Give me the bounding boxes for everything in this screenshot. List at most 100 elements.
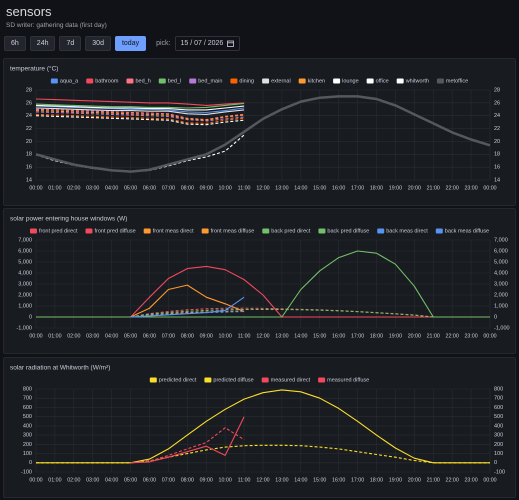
calendar-icon[interactable] (227, 40, 235, 47)
y2-tick-label: 28 (494, 87, 500, 93)
x-tick-label: 18:00 (370, 477, 383, 483)
x-tick-label: 01:00 (48, 185, 61, 191)
y2-tick-label: -100 (494, 469, 505, 475)
x-tick-label: 00:00 (483, 185, 496, 191)
y2-tick-label: 700 (494, 396, 503, 402)
y2-tick-label: 300 (494, 433, 503, 439)
legend-swatch (230, 78, 238, 84)
y2-tick-label: 3,000 (494, 281, 508, 287)
chart: temperature (°C) 14 14 16 16 18 18 20 20 22 22 24 24… (10, 65, 500, 192)
legend-label: external (271, 78, 291, 84)
y2-tick-label: 16 (494, 165, 500, 171)
x-tick-label: 13:00 (275, 477, 288, 483)
x-tick-label: 14:00 (294, 185, 307, 191)
x-tick-label: 07:00 (162, 477, 175, 483)
x-tick-label: 00:00 (483, 477, 496, 483)
legend-label: bed_h (135, 78, 150, 84)
x-tick-label: 06:00 (143, 333, 156, 339)
legend-label: front pred direct (39, 228, 78, 234)
legend-swatch (261, 377, 269, 383)
legend-swatch (126, 78, 134, 84)
y2-tick-label: 100 (494, 451, 503, 457)
x-tick-label: 03:00 (86, 477, 99, 483)
legend-swatch (435, 228, 443, 234)
legend-swatch (158, 78, 166, 84)
y2-tick-label: 0 (494, 460, 497, 466)
series-line (35, 95, 491, 173)
x-tick-label: 20:00 (408, 333, 421, 339)
chart-panel: solar power entering house windows (W) -1… (3, 208, 516, 354)
x-tick-label: 13:00 (275, 333, 288, 339)
x-tick-label: 09:00 (200, 185, 213, 191)
y2-tick-label: 5,000 (494, 259, 508, 265)
y2-tick-label: 500 (494, 414, 503, 420)
chart-panel: temperature (°C) 14 14 16 16 18 18 20 20 22 22 24 24… (3, 58, 516, 206)
x-tick-label: 06:00 (143, 185, 156, 191)
legend-swatch (396, 78, 404, 84)
chart: solar power entering house windows (W) -1… (10, 216, 510, 340)
x-tick-label: 05:00 (124, 185, 137, 191)
range-button[interactable]: 24h (29, 36, 56, 51)
controls: 6h 24h 7d 30d today pick: 15 / 07 / 2026 (4, 36, 241, 51)
y2-tick-label: 26 (494, 100, 500, 106)
x-tick-label: 19:00 (389, 333, 402, 339)
x-tick-label: 12:00 (256, 477, 269, 483)
legend-label: back meas diffuse (445, 228, 489, 234)
legend: predicted direct predicted diffuse measure… (149, 377, 369, 383)
range-button[interactable]: 6h (4, 36, 26, 51)
x-tick-label: 19:00 (389, 477, 402, 483)
y-tick-label: 400 (23, 423, 32, 429)
y-tick-label: 7,000 (18, 237, 32, 243)
legend-label: front pred diffuse (95, 228, 136, 234)
x-tick-label: 11:00 (238, 185, 251, 191)
y2-tick-label: 7,000 (494, 237, 508, 243)
range-button[interactable]: 30d (85, 36, 111, 51)
legend-swatch (377, 228, 385, 234)
x-tick-label: 05:00 (124, 477, 137, 483)
x-tick-label: 21:00 (427, 477, 440, 483)
x-tick-label: 23:00 (464, 333, 477, 339)
legend-swatch (149, 377, 157, 383)
y-tick-label: 200 (23, 442, 32, 448)
x-tick-label: 02:00 (67, 477, 80, 483)
y-tick-label: 300 (23, 433, 32, 439)
y2-tick-label: 2,000 (494, 292, 508, 298)
x-tick-label: 16:00 (332, 185, 345, 191)
y-tick-label: 6,000 (18, 248, 32, 254)
y2-tick-label: 20 (494, 139, 500, 145)
legend-swatch (262, 228, 270, 234)
x-tick-label: 02:00 (67, 185, 80, 191)
legend-swatch (29, 228, 37, 234)
legend-label: bed_l (168, 78, 181, 84)
series-line (35, 105, 245, 114)
x-tick-label: 08:00 (181, 333, 194, 339)
legend-label: back pred direct (271, 228, 311, 234)
y-tick-label: 4,000 (18, 270, 32, 276)
legend-label: kitchen (308, 78, 325, 84)
x-tick-label: 12:00 (256, 185, 269, 191)
legend-swatch (50, 78, 58, 84)
legend-label: predicted direct (159, 377, 197, 383)
legend-label: measured diffuse (327, 377, 369, 383)
y-tick-label: 2,000 (18, 292, 32, 298)
y-tick-label: -100 (21, 469, 32, 475)
date-text: 15 / 07 / 2026 (180, 40, 224, 47)
y2-tick-label: 14 (494, 177, 500, 183)
series-line (35, 102, 245, 109)
y-tick-label: 3,000 (18, 281, 32, 287)
x-tick-label: 20:00 (408, 185, 421, 191)
x-tick-label: 14:00 (294, 333, 307, 339)
x-tick-label: 22:00 (446, 333, 459, 339)
range-button[interactable]: 7d (59, 36, 82, 51)
y-tick-label: 18 (26, 152, 32, 158)
range-button[interactable]: today (114, 36, 147, 51)
legend-label: measured direct (271, 377, 311, 383)
y-tick-label: 800 (23, 386, 32, 392)
legend: front pred direct front pred diffuse front… (29, 228, 489, 234)
date-input[interactable]: 15 / 07 / 2026 (174, 36, 241, 51)
y2-tick-label: 18 (494, 152, 500, 158)
x-tick-label: 15:00 (313, 477, 326, 483)
legend-label: front meas diffuse (211, 228, 255, 234)
y-tick-label: 1,000 (18, 303, 32, 309)
x-tick-label: 07:00 (162, 185, 175, 191)
